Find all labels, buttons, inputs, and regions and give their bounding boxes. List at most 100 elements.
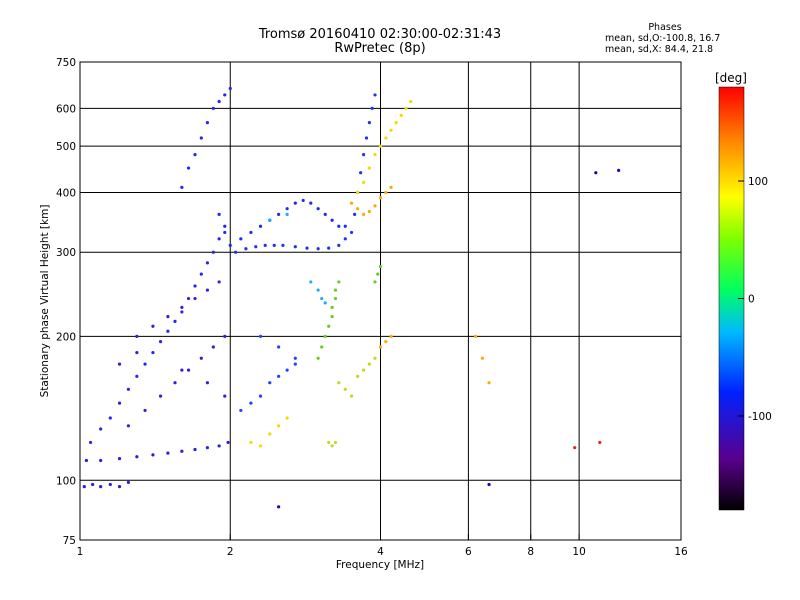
data-point (205, 381, 210, 385)
data-point (373, 356, 377, 360)
data-point (91, 482, 95, 487)
data-point (473, 334, 478, 338)
y-tick-label: 100 (56, 475, 76, 487)
data-point (166, 329, 170, 333)
data-point (301, 198, 305, 203)
data-point (117, 401, 122, 405)
data-point (263, 243, 267, 248)
data-point (362, 153, 366, 157)
x-tick-label: 2 (227, 546, 234, 558)
data-point (281, 243, 285, 248)
data-point (254, 245, 258, 249)
data-point (356, 374, 360, 378)
colorbar-unit: [deg] (715, 71, 747, 85)
data-point (180, 449, 184, 453)
data-point (389, 334, 393, 338)
data-point (166, 315, 170, 319)
data-point (343, 387, 347, 391)
data-point (376, 272, 380, 276)
data-point (205, 288, 210, 292)
data-point (594, 171, 598, 175)
y-tick-label: 200 (56, 331, 76, 343)
data-point (268, 381, 272, 385)
data-point (239, 237, 243, 241)
data-point (223, 334, 227, 338)
data-point (180, 310, 184, 314)
data-point (151, 453, 155, 457)
data-point (99, 458, 103, 463)
data-point (389, 128, 393, 132)
colorbar-tick-label: -100 (748, 411, 772, 423)
data-point (205, 446, 210, 450)
data-point (349, 230, 354, 235)
data-point (180, 305, 184, 309)
data-point (228, 243, 232, 248)
data-point (356, 207, 360, 211)
data-point (370, 106, 374, 110)
data-point (186, 166, 191, 170)
data-point (268, 432, 272, 436)
data-point (316, 288, 320, 292)
data-point (389, 185, 393, 189)
data-point (180, 368, 184, 372)
data-point (126, 480, 130, 484)
data-point (193, 284, 197, 288)
data-point (487, 482, 491, 487)
data-point (362, 368, 366, 372)
data-point (126, 424, 130, 428)
data-point (399, 113, 403, 117)
data-point (151, 324, 155, 328)
data-point (108, 482, 112, 487)
data-point (239, 408, 243, 413)
x-tick-label: 8 (527, 546, 534, 558)
x-axis-ticks: 1 2 4 6 8 10 16 (77, 534, 688, 558)
data-point (359, 171, 363, 175)
data-point (277, 424, 281, 428)
data-point (277, 374, 281, 378)
y-tick-label: 750 (56, 57, 76, 69)
data-point (293, 356, 297, 360)
data-point (249, 440, 253, 445)
data-point (135, 455, 139, 459)
data-point (180, 185, 184, 189)
data-point (199, 356, 203, 360)
data-point (305, 246, 309, 250)
data-point (88, 440, 93, 445)
data-point (373, 93, 377, 97)
x-tick-label: 6 (465, 546, 472, 558)
data-point (186, 296, 191, 301)
data-points (82, 86, 621, 509)
data-point (337, 224, 341, 228)
data-point (193, 296, 197, 301)
data-point (82, 485, 86, 489)
data-point (349, 201, 354, 205)
data-point (199, 136, 203, 140)
data-point (330, 315, 334, 319)
data-point (394, 121, 398, 125)
data-point (404, 106, 408, 110)
data-point (135, 374, 139, 378)
data-point (272, 243, 276, 248)
data-point (333, 296, 338, 301)
colorbar-tick-label: 0 (748, 294, 755, 306)
y-tick-label: 75 (63, 535, 76, 547)
data-point (108, 416, 112, 420)
y-axis-ticks: 75 100 200 300 400 500 600 750 (56, 57, 76, 547)
data-point (117, 485, 122, 489)
data-point (211, 345, 215, 349)
data-point (362, 212, 366, 216)
data-point (598, 440, 602, 445)
data-point (234, 250, 238, 254)
data-point (285, 416, 289, 420)
data-point (135, 350, 139, 355)
data-point (333, 440, 338, 445)
data-point (205, 121, 210, 125)
data-point (362, 180, 366, 184)
data-point (309, 280, 313, 284)
x-axis-label: Frequency [MHz] (336, 559, 424, 571)
data-point (285, 368, 289, 372)
data-point (487, 381, 491, 385)
data-point (330, 305, 334, 309)
data-point (378, 264, 383, 269)
